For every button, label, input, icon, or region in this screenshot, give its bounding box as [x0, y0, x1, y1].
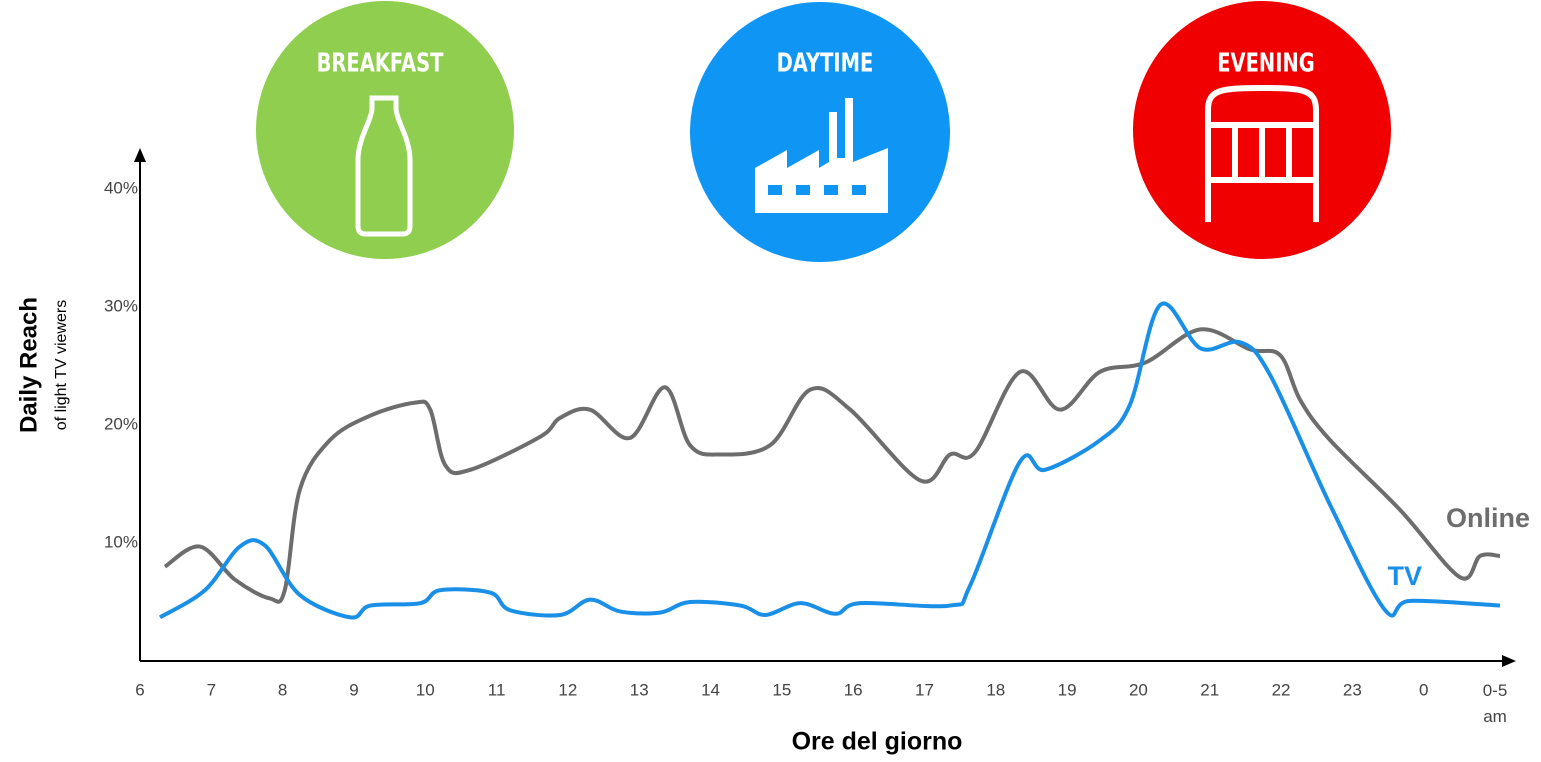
x-axis-title: Ore del giorno — [792, 728, 963, 756]
y-axis-subtitle: of light TV viewers — [53, 300, 70, 430]
x-tick-label: 23 — [1343, 680, 1362, 699]
x-tick-label: 20 — [1129, 680, 1148, 699]
x-tick-label: 0-5 am — [1482, 681, 1508, 726]
y-tick-label: 30% — [104, 296, 138, 315]
badge-label: DAYTIME — [777, 49, 874, 78]
x-tick-label: 19 — [1058, 680, 1077, 699]
x-tick-label: 0 — [1419, 680, 1428, 699]
y-tick-label: 20% — [104, 414, 138, 433]
x-arrow — [1502, 655, 1516, 667]
legend-label: TV — [1387, 561, 1422, 591]
x-tick-label: 14 — [701, 680, 720, 699]
x-tick-label: 11 — [488, 680, 506, 699]
y-tick-label: 10% — [104, 532, 138, 551]
daytime-badge — [690, 2, 950, 262]
y-tick-label: 40% — [104, 178, 138, 197]
x-tick-label: 6 — [135, 680, 144, 699]
series-line — [158, 301, 1501, 620]
series-line — [163, 327, 1501, 604]
x-tick-label: 7 — [207, 680, 216, 699]
x-tick-label: 22 — [1272, 680, 1291, 699]
badge-label: BREAKFAST — [317, 49, 444, 78]
x-tick-label: 21 — [1200, 680, 1219, 699]
x-tick-label: 12 — [558, 680, 577, 699]
y-axis-title: Daily Reach — [15, 297, 42, 433]
y-arrow — [134, 148, 146, 162]
evening-badge — [1133, 1, 1391, 259]
x-tick-label: 10 — [416, 680, 435, 699]
x-tick-label: 16 — [844, 680, 863, 699]
badge-label: EVENING — [1217, 49, 1315, 78]
x-tick-label: 8 — [278, 680, 287, 699]
breakfast-badge — [256, 1, 514, 259]
x-tick-label: 17 — [915, 680, 934, 699]
x-tick-label: 13 — [630, 680, 649, 699]
legend-label: Online — [1446, 503, 1530, 533]
x-tick-label: 18 — [986, 680, 1005, 699]
x-tick-label: 15 — [772, 680, 791, 699]
x-tick-label: 9 — [349, 680, 358, 699]
